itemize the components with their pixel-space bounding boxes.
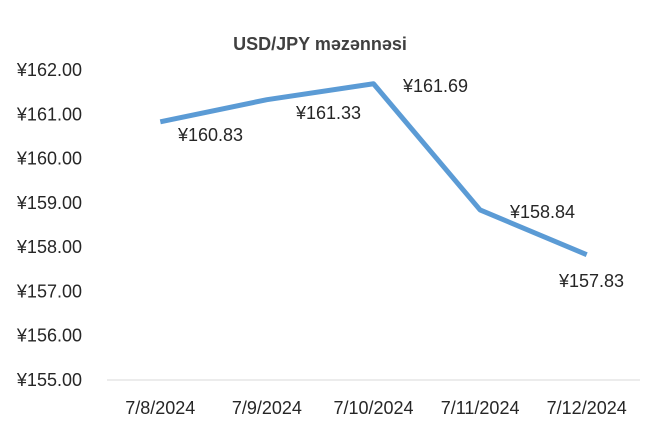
x-tick-label: 7/8/2024 (125, 398, 195, 418)
y-tick-label: ¥158.00 (16, 237, 82, 257)
data-labels: ¥160.83 ¥161.33 ¥161.69 ¥158.84 ¥157.83 (177, 76, 624, 291)
y-tick-label: ¥156.00 (16, 326, 82, 346)
x-tick-label: 7/10/2024 (333, 398, 413, 418)
y-tick-label: ¥159.00 (16, 193, 82, 213)
data-label: ¥161.33 (295, 103, 361, 123)
x-tick-label: 7/12/2024 (547, 398, 627, 418)
y-tick-label: ¥155.00 (16, 370, 82, 390)
series-line (159, 81, 588, 257)
y-axis-ticks: ¥155.00 ¥156.00 ¥157.00 ¥158.00 ¥159.00 ¥160.… (16, 60, 82, 390)
x-tick-label: 7/9/2024 (232, 398, 302, 418)
data-label: ¥161.69 (402, 76, 468, 96)
data-label: ¥158.84 (509, 202, 575, 222)
chart-title: USD/JPY məzənnəsi (233, 34, 407, 54)
x-tick-label: 7/11/2024 (441, 398, 520, 418)
y-tick-label: ¥157.00 (16, 281, 82, 301)
series-group (159, 81, 588, 257)
data-label: ¥160.83 (177, 125, 243, 145)
y-tick-label: ¥161.00 (16, 104, 82, 124)
y-tick-label: ¥160.00 (16, 149, 82, 169)
x-axis-ticks: 7/8/2024 7/9/2024 7/10/2024 7/11/2024 7/12/2… (125, 398, 626, 418)
y-tick-label: ¥162.00 (16, 60, 82, 80)
data-label: ¥157.83 (558, 271, 624, 291)
